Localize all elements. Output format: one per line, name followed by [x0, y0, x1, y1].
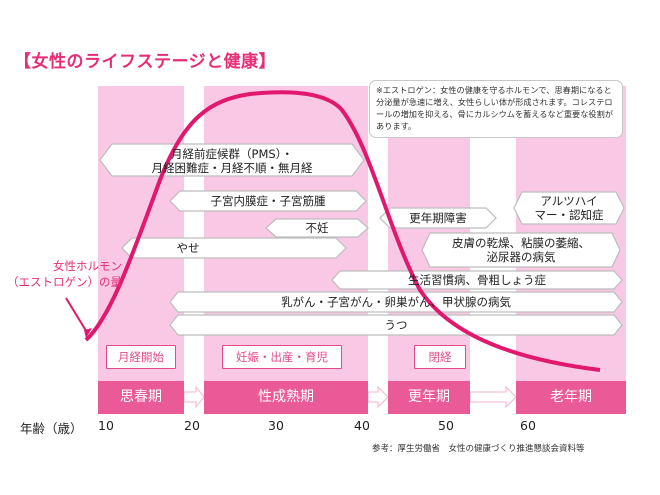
stage-senescence: 老年期: [516, 381, 626, 414]
tick-10: 10: [98, 418, 114, 433]
tick-40: 40: [354, 418, 370, 433]
estrogen-curve: [84, 90, 601, 372]
endometriosis-box: [169, 190, 367, 212]
tick-50: 50: [438, 418, 454, 433]
tick-60: 60: [520, 418, 536, 433]
condition-depression: うつ: [384, 318, 408, 332]
condition-dementia-line2: マー・認知症: [534, 208, 604, 222]
source-note: 参考：厚生労働省 女性の健康づくり推進懇談会資料等: [372, 444, 585, 454]
hormone-label-line1: 女性ホルモン: [53, 259, 122, 273]
event-menopause: 閉経: [414, 345, 466, 369]
condition-infertility: 不妊: [305, 221, 329, 235]
stage-arrow-3: [469, 385, 517, 409]
stage-reproductive: 性成熟期: [204, 381, 368, 414]
stage-puberty: 思春期: [98, 381, 184, 414]
page-title: 【女性のライフステージと健康】: [14, 52, 277, 72]
stage-menopause: 更年期: [388, 381, 470, 414]
condition-endometriosis: 子宮内膜症・子宮筋腫: [210, 194, 326, 208]
hormone-label-line2: （エストロゲン）の量: [7, 275, 122, 289]
infertility-box: [265, 218, 369, 238]
estrogen-note: ※エストロゲン：女性の健康を守るホルモンで、思春期になると分泌量が急速に増え、女…: [369, 80, 623, 138]
condition-menopause-disorder: 更年期障害: [409, 211, 467, 225]
hormone-pointer-head: [84, 328, 92, 338]
depression-box: [169, 314, 623, 336]
tick-30: 30: [268, 418, 284, 433]
dementia-box: [513, 191, 625, 225]
condition-pms-line1: 月経前症候群（PMS）・: [171, 147, 293, 161]
condition-pms-line2: 月経困難症・月経不順・無月経: [151, 161, 313, 175]
event-menarche: 月経開始: [106, 345, 176, 369]
thinness-box: [121, 237, 347, 259]
skin-box: [421, 232, 621, 268]
tick-20: 20: [184, 418, 200, 433]
condition-skin-line1: 皮膚の乾燥、粘膜の萎縮、: [452, 236, 590, 250]
hormone-label: 女性ホルモン （エストロゲン）の量: [0, 258, 122, 290]
lifestyle-box: [331, 270, 623, 290]
condition-dementia-line1: アルツハイ: [540, 194, 598, 208]
cancer-box: [169, 291, 623, 313]
age-axis-label: 年齢（歳）: [20, 421, 83, 436]
event-pregnancy: 妊娠・出産・育児: [222, 345, 342, 369]
condition-thinness: やせ: [176, 241, 200, 255]
condition-cancer: 乳がん・子宮がん・卵巣がん、甲状腺の病気: [281, 295, 511, 309]
condition-lifestyle: 生活習慣病、骨粗しょう症: [408, 273, 546, 287]
condition-skin-line2: 泌尿器の病気: [486, 250, 556, 264]
hormone-pointer-line: [65, 297, 89, 335]
stage-arrow-1: [183, 385, 205, 409]
menopause-disorder-box: [379, 207, 497, 229]
stage-arrow-2: [367, 385, 389, 409]
